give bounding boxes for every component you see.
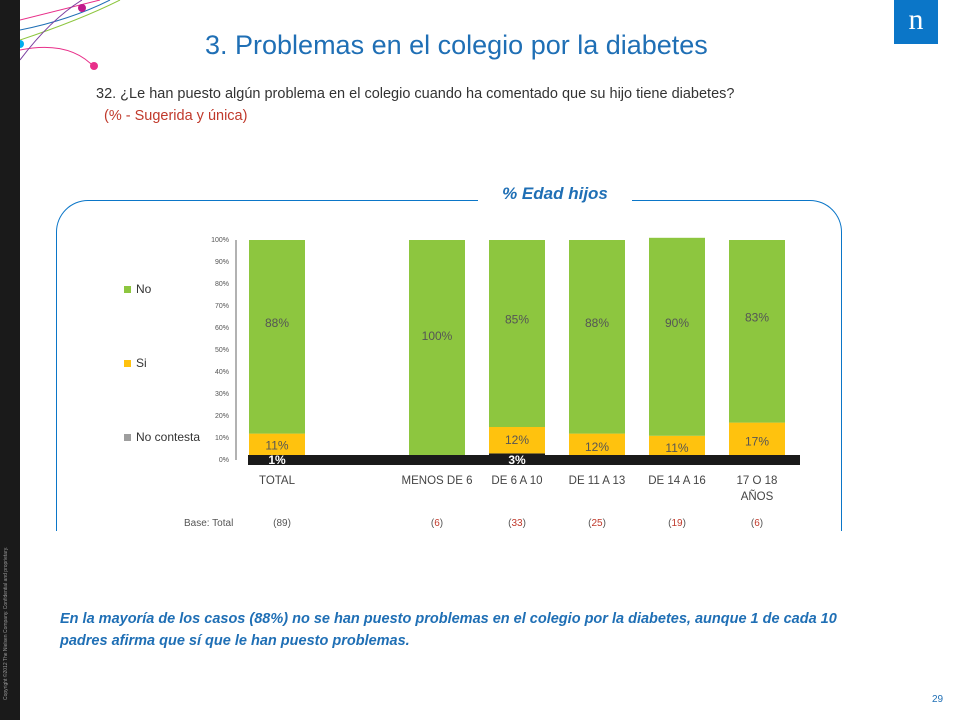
data-label-si: 17% [745,434,769,448]
bar-si [729,422,785,460]
y-tick-label: 40% [215,369,229,376]
base-value: (33) [508,518,526,529]
legend-swatch-no [124,286,131,294]
category-label: MENOS DE 6 [402,475,473,487]
legend-label-si: Si [136,356,147,370]
base-value: (25) [588,518,606,529]
y-tick-label: 30% [215,391,229,398]
base-value: (19) [668,518,686,529]
y-tick-label: 90% [215,259,229,266]
bar-no [489,240,545,427]
category-label: AÑOS [741,490,774,503]
base-value: (6) [750,518,764,529]
frame-label: % Edad hijos [478,184,632,204]
no-contesta-band [248,455,800,465]
bar-no [649,237,705,436]
category-label: DE 11 A 13 [569,475,626,487]
y-tick-label: 60% [215,325,229,332]
data-label-no: 85% [505,313,529,327]
bar-no [249,240,305,434]
nielsen-logo: n [894,0,938,44]
decorative-lines [20,0,121,70]
data-label-no: 100% [422,329,453,343]
data-label-si: 12% [505,433,529,447]
deco-dot-cyan [20,40,24,48]
legend-item-no-contesta: No contesta [124,430,200,444]
conclusion-text: En la mayoría de los casos (88%) no se h… [60,611,837,649]
category-label: DE 6 A 10 [491,475,542,487]
left-strip [0,0,20,720]
y-tick-label: 70% [215,303,229,310]
legend-label-no: No [136,282,152,296]
data-label-no-contesta: 1% [268,453,286,467]
data-label-no: 90% [665,316,689,330]
category-label: TOTAL [259,475,296,487]
question-note: (% - Sugerida y única) [104,108,248,124]
legend-item-si: Si [124,356,147,370]
deco-dot-magenta [78,4,86,12]
data-label-si: 11% [665,441,688,455]
legend-label-no-contesta: No contesta [136,430,201,444]
data-label-no-contesta: 3% [508,453,526,467]
base-label: Base: Total [184,518,234,529]
bar-no [569,240,625,434]
base-value: (6) [430,518,444,529]
y-tick-label: 0% [219,457,229,464]
data-label-si: 12% [585,440,609,454]
data-label-no: 83% [745,310,769,324]
bar-si [489,427,545,454]
y-tick-label: 50% [215,347,229,354]
bar-si [249,433,305,458]
question-text: 32. ¿Le han puesto algún problema en el … [96,86,735,102]
data-label-si: 11% [265,439,288,453]
category-label: 17 O 18 [737,475,778,487]
y-tick-label: 80% [215,281,229,288]
bar-no [729,240,785,423]
legend-swatch-no-contesta [124,434,131,442]
y-tick-label: 10% [215,435,229,442]
deco-dot-pink [90,62,98,70]
chart-frame [56,200,842,531]
y-tick-label: 20% [215,413,229,420]
bar-no [409,240,465,460]
data-label-no: 88% [585,316,609,330]
category-label: DE 14 A 16 [648,475,706,487]
page-title: 3. Problemas en el colegio por la diabet… [205,30,708,60]
legend-item-no: No [124,282,151,296]
data-label-no: 88% [265,316,289,330]
page-number: 29 [932,694,944,705]
legend-swatch-si [124,360,131,368]
base-value: (89) [273,518,291,529]
y-tick-label: 100% [211,237,229,244]
